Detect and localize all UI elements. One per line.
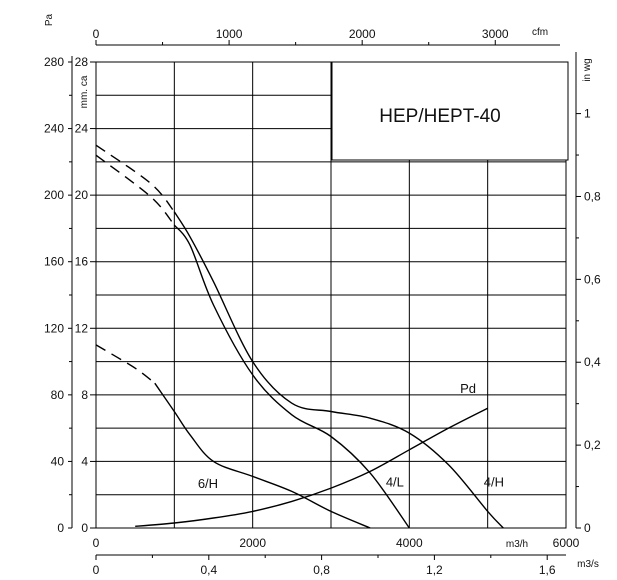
mmca-tick-label: 8 [81,388,88,402]
pa-tick-label: 120 [44,321,64,335]
curve-6-h-dashed [95,344,156,384]
inwg-tick-label: 0 [584,521,591,535]
m3h-tick-label: 0 [93,536,100,550]
m3h-tick-label: 2000 [239,536,266,550]
mmca-tick-label: 20 [75,188,89,202]
mmca-tick-label: 12 [75,321,89,335]
m3s-unit-label: m3/s [577,559,599,570]
inwg-tick-label: 1 [584,107,591,121]
curve-label-4-l: 4/L [386,474,404,489]
mmca-tick-label: 28 [75,55,89,69]
pa-tick-label: 80 [51,388,65,402]
m3s-tick-label: 1,2 [426,563,443,577]
chart-title: HEP/HEPT-40 [379,106,500,127]
pa-tick-label: 280 [44,55,64,69]
inwg-tick-label: 0,2 [584,438,601,452]
pa-tick-label: 40 [51,454,65,468]
cfm-tick-label: 0 [93,27,100,41]
m3h-tick-label: 4000 [396,536,423,550]
pa-tick-label: 0 [57,521,64,535]
curve-label-6-h: 6/H [198,476,218,491]
curve-label-4-h: 4/H [484,474,504,489]
m3s-tick-label: 0,4 [200,563,217,577]
curve-4-h-dashed [95,144,175,213]
curve-6-h [154,382,371,529]
title-box [331,61,569,161]
inwg-tick-label: 0,4 [584,355,601,369]
mmca-tick-label: 24 [75,122,89,136]
mmca-tick-label: 16 [75,255,89,269]
m3s-tick-label: 1,6 [539,563,556,577]
mmca-tick-label: 0 [81,521,88,535]
cfm-unit-label: cfm [532,27,548,38]
inwg-tick-label: 0,6 [584,272,601,286]
cfm-tick-label: 3000 [482,27,509,41]
mmca-unit-label: mm. ca [79,75,90,108]
m3h-unit-label: m3/h [506,539,528,550]
pa-unit-label: Pa [44,13,55,26]
axes: 04080120160200240280048121620242800,20,4… [44,27,601,577]
inwg-tick-label: 0,8 [584,189,601,203]
cfm-tick-label: 2000 [349,27,376,41]
cfm-tick-label: 1000 [216,27,243,41]
m3s-tick-label: 0 [93,563,100,577]
m3s-tick-label: 0,8 [313,563,330,577]
m3h-tick-label: 6000 [553,536,580,550]
inwg-unit-label: in wg [582,58,593,81]
curve-label-pd: Pd [460,381,476,396]
pa-tick-label: 200 [44,188,64,202]
curves: 4/H 4/L 6/H Pd [95,144,504,529]
mmca-tick-label: 4 [81,454,88,468]
pa-tick-label: 240 [44,122,64,136]
curve-4-l-dashed [95,154,175,226]
curve-pd [135,407,489,527]
pa-tick-label: 160 [44,255,64,269]
curve-4-h [173,211,504,529]
